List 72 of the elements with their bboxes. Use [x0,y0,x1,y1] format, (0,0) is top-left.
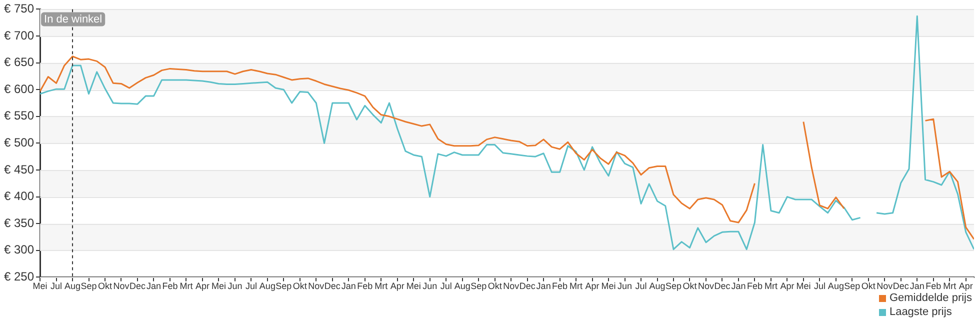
y-tick-label: € 650 [4,55,34,70]
x-tick-label: Mei [211,281,226,292]
x-tick-label: Okt [292,281,308,292]
x-tick-label: Nov [698,281,714,292]
x-tick-label: Jul [440,281,452,292]
x-tick-label: Aug [259,281,276,292]
x-tick-label: Nov [876,281,894,292]
y-tick-label: € 550 [4,108,34,123]
x-tick-label: Okt [861,281,876,292]
x-tick-label: Mrt [764,281,778,292]
y-tick-label: € 450 [4,162,34,176]
y-tick-label: € 600 [4,82,34,96]
x-tick-label: Okt [682,281,698,292]
x-tick-label: Aug [828,281,844,292]
x-tick-label: Mrt [374,281,388,292]
x-tick-label: Feb [162,281,178,292]
y-tick-label: € 700 [4,28,34,42]
x-tick-label: Mrt [943,281,957,292]
x-tick-label: Dec [129,281,146,292]
x-tick-label: Sep [470,281,487,292]
x-tick-label: Aug [64,281,81,292]
x-tick-label: Jan [731,281,746,292]
x-tick-label: Sep [665,281,682,292]
x-tick-label: Sep [276,281,292,292]
y-tick-label: € 250 [4,270,34,284]
x-tick-label: Dec [714,281,731,292]
legend-label: Laagste prijs [889,305,952,319]
x-tick-label: Feb [746,281,762,292]
x-tick-label: Jul [635,281,647,292]
y-tick-label: € 500 [4,136,34,150]
x-tick-label: Aug [649,281,666,292]
x-tick-label: Jan [146,281,161,292]
legend-label: Gemiddelde prijs [889,291,972,305]
x-tick-label: Sep [844,281,860,292]
x-tick-label: Jun [618,281,632,292]
x-tick-label: Mei [406,281,421,292]
x-tick-label: Jun [228,281,242,292]
x-tick-label: Feb [552,281,568,292]
x-tick-label: Apr [780,281,794,292]
x-tick-label: Dec [519,281,536,292]
x-tick-label: Apr [958,281,973,292]
x-tick-label: Jan [536,281,551,292]
x-tick-label: Jan [910,281,924,292]
x-tick-label: Jul [814,281,826,292]
x-tick-label: Mrt [180,281,194,292]
x-tick-label: Mei [601,281,616,292]
x-tick-label: Jul [50,281,62,292]
x-tick-label: Nov [503,281,520,292]
x-tick-label: Apr [585,281,600,292]
x-tick-label: Okt [98,281,112,292]
x-tick-label: Mrt [570,281,584,292]
x-tick-label: Okt [488,281,502,292]
x-tick-label: Jun [422,281,438,292]
x-tick-label: Dec [324,281,341,292]
x-tick-label: Mei [796,281,811,292]
x-tick-label: Mei [32,281,48,292]
y-tick-label: € 350 [4,216,34,230]
x-tick-label: Apr [195,281,210,292]
ref-line-label: In de winkel [44,14,102,26]
x-tick-label: Nov [113,281,130,292]
x-tick-label: Feb [926,281,942,292]
y-tick-label: € 400 [4,189,34,204]
x-tick-label: Sep [80,281,97,292]
y-tick-label: € 750 [4,2,34,16]
x-tick-label: Jul [245,281,257,292]
y-tick-label: € 300 [4,242,34,257]
x-tick-label: Apr [390,281,404,292]
x-tick-label: Jan [341,281,356,292]
x-tick-label: Feb [357,281,373,292]
x-tick-label: Aug [454,281,470,292]
x-tick-label: Nov [308,281,325,292]
x-tick-label: Dec [892,281,910,292]
